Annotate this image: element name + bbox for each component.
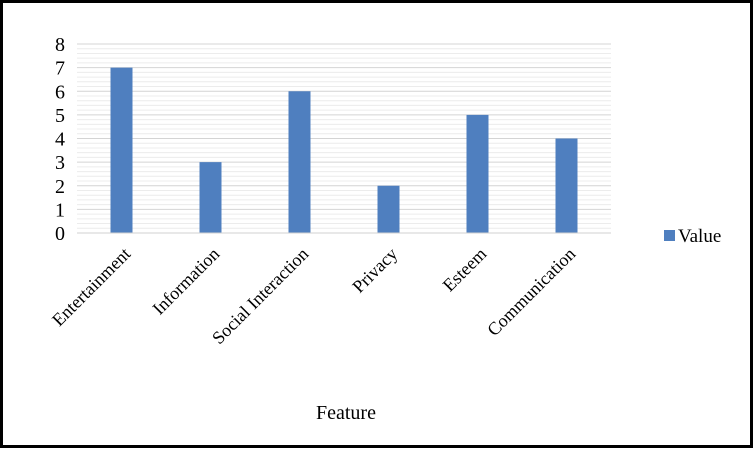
y-tick-label: 5 — [55, 105, 65, 127]
x-tick-label: Social Interaction — [208, 244, 312, 348]
bar-privacy — [377, 185, 400, 233]
y-tick-label: 6 — [55, 81, 65, 103]
x-tick-label: Communication — [483, 244, 579, 340]
y-tick-label: 8 — [55, 34, 65, 56]
legend: Value — [664, 226, 721, 247]
x-tick-label: Entertainment — [48, 244, 134, 330]
x-tick-label: Esteem — [439, 244, 491, 296]
y-tick-label: 7 — [55, 58, 65, 80]
x-tick-label: Information — [148, 244, 223, 319]
y-tick-label: 4 — [55, 129, 65, 151]
legend-label: Value — [678, 226, 721, 247]
x-axis-title: Feature — [316, 402, 376, 424]
gridlines — [77, 43, 611, 229]
y-tick-label: 0 — [55, 223, 65, 245]
bars — [110, 67, 578, 233]
bar-entertainment — [110, 67, 133, 233]
y-tick-label: 1 — [55, 199, 65, 221]
y-tick-label: 3 — [55, 152, 65, 174]
legend-swatch — [664, 230, 675, 241]
bar-communication — [555, 138, 578, 233]
bar-esteem — [466, 114, 489, 233]
bar-information — [199, 162, 222, 233]
bar-social-interaction — [288, 91, 311, 233]
x-tick-label: Privacy — [348, 244, 401, 297]
y-tick-label: 2 — [55, 176, 65, 198]
